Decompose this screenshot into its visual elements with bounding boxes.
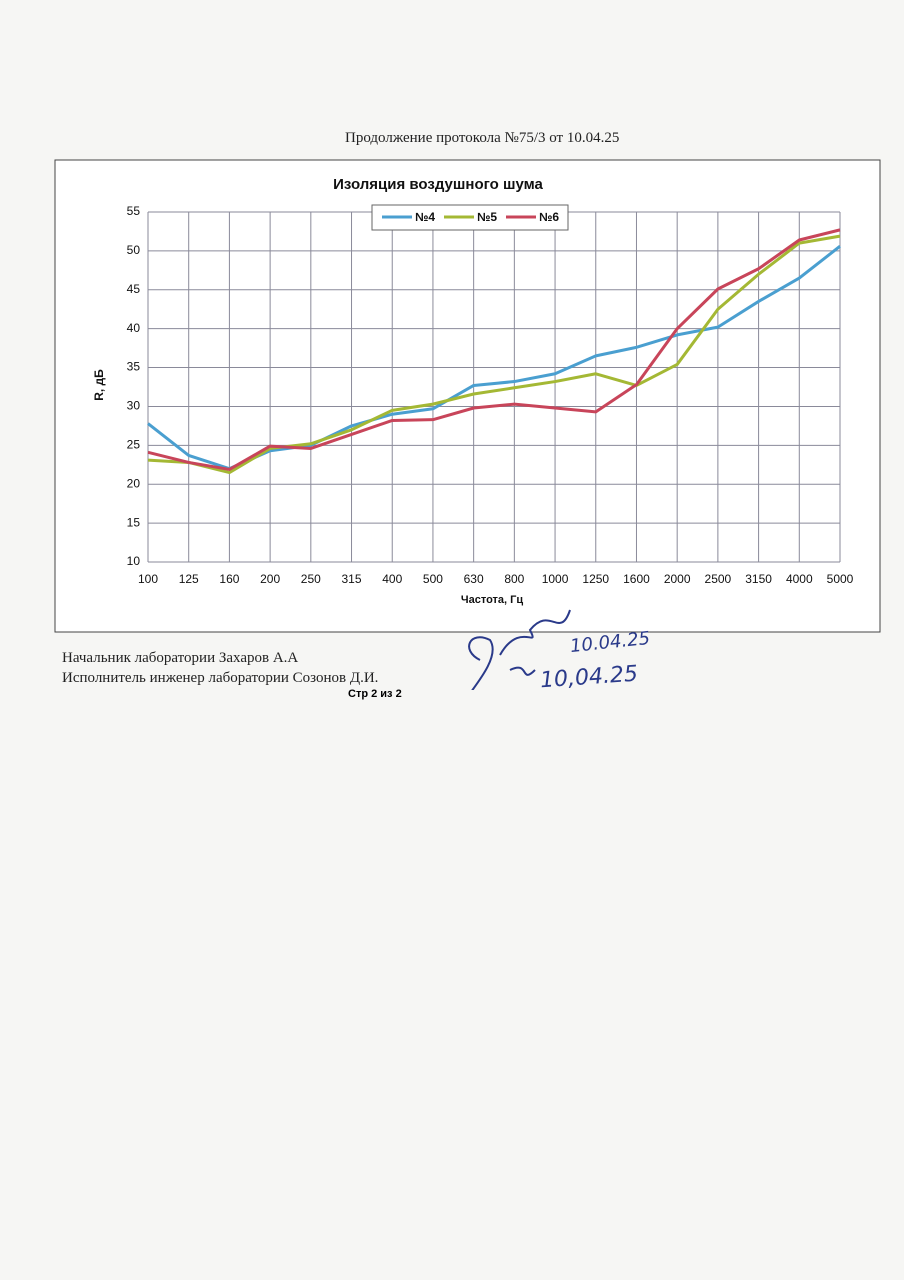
x-tick-label: 5000: [827, 572, 854, 586]
y-tick-label: 30: [127, 399, 141, 413]
x-tick-label: 1250: [582, 572, 609, 586]
legend-label: №5: [477, 210, 497, 224]
signature-stroke: [468, 609, 571, 690]
x-tick-label: 400: [382, 572, 402, 586]
x-tick-label: 315: [342, 572, 362, 586]
x-tick-label: 160: [219, 572, 239, 586]
series-line: [147, 234, 841, 475]
signature: [468, 609, 571, 690]
y-tick-label: 50: [127, 243, 141, 257]
x-tick-label: 2000: [664, 572, 691, 586]
x-tick-label: 4000: [786, 572, 813, 586]
page-number: Стр 2 из 2: [348, 688, 402, 700]
x-tick-label: 500: [423, 572, 443, 586]
legend-label: №6: [539, 210, 559, 224]
header: Продолжение протокола №75/3 от 10.04.25: [345, 130, 620, 146]
y-tick-label: 20: [127, 476, 141, 490]
footer-line: Начальник лаборатории Захаров А.А: [62, 650, 299, 666]
x-tick-label: 100: [138, 572, 158, 586]
chart: Изоляция воздушного шума R, дБ Частота, …: [54, 159, 881, 633]
legend-label: №4: [415, 210, 435, 224]
x-tick-label: 2500: [705, 572, 732, 586]
footer-line: Исполнитель инженер лаборатории Созонов …: [62, 670, 379, 686]
x-tick-label: 1000: [542, 572, 569, 586]
y-tick-label: 25: [127, 438, 141, 452]
y-tick-label: 10: [127, 554, 141, 568]
chart-title: Изоляция воздушного шума: [333, 176, 543, 193]
x-tick-label: 1600: [623, 572, 650, 586]
y-tick-label: 35: [127, 360, 141, 374]
x-tick-label: 250: [301, 572, 321, 586]
x-tick-label: 200: [260, 572, 280, 586]
series-line: [147, 228, 841, 471]
y-tick-label: 55: [127, 204, 141, 218]
x-tick-label: 3150: [745, 572, 772, 586]
y-tick-label: 15: [127, 515, 141, 529]
x-tick-label: 125: [179, 572, 199, 586]
y-tick-label: 45: [127, 282, 141, 296]
y-tick-label: 40: [127, 321, 141, 335]
x-tick-label: 630: [464, 572, 484, 586]
x-axis-label: Частота, Гц: [461, 594, 524, 606]
x-tick-label: 800: [504, 572, 524, 586]
y-axis-label: R, дБ: [92, 369, 106, 401]
